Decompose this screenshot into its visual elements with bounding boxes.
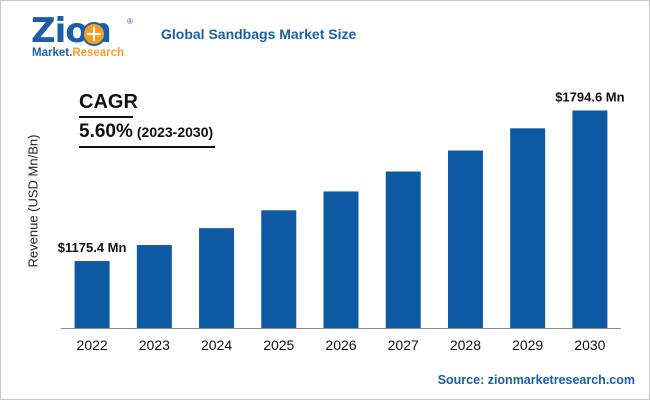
- bar-2029: [510, 128, 546, 328]
- source-note: Source: zionmarketresearch.com: [437, 373, 635, 387]
- bar-2022: [74, 261, 110, 328]
- bars-group: [74, 110, 608, 328]
- cagr-value-line: 5.60% (2023-2030): [79, 121, 213, 143]
- logo-subtitle: Market.Research: [32, 47, 124, 59]
- cagr-label: CAGR: [79, 91, 138, 113]
- x-tick-label-2023: 2023: [139, 337, 170, 353]
- globe-icon: [82, 22, 106, 46]
- x-tick-label-2022: 2022: [77, 337, 108, 353]
- bar-2023: [136, 245, 172, 328]
- cagr-underline: [79, 116, 133, 118]
- data-label-2030: $1794.6 Mn: [555, 89, 624, 104]
- cagr-divider: [79, 146, 215, 148]
- x-tick-labels: 2022 2023 2024 2025 2026 2027 2028 2029 2030: [77, 337, 606, 353]
- bar-2027: [385, 171, 421, 328]
- cagr-value: 5.60%: [79, 121, 133, 142]
- x-tick-label-2029: 2029: [512, 337, 543, 353]
- logo-subtitle-b: Research: [72, 47, 125, 59]
- bar-2025: [261, 210, 297, 328]
- x-tick-label-2028: 2028: [450, 337, 481, 353]
- x-tick-label-2027: 2027: [388, 337, 419, 353]
- x-tick-label-2024: 2024: [201, 337, 232, 353]
- zion-logo: Zion ® Market.Research: [31, 11, 141, 61]
- bar-2028: [447, 150, 483, 328]
- data-labels: $1175.4 Mn $1794.6 Mn: [58, 89, 625, 255]
- x-tick-label-2030: 2030: [574, 337, 605, 353]
- x-tick-label-2026: 2026: [325, 337, 356, 353]
- registered-mark: ®: [127, 17, 133, 26]
- data-label-2022: $1175.4 Mn: [58, 240, 127, 255]
- logo-subtitle-a: Market.: [32, 47, 73, 59]
- chart-title: Global Sandbags Market Size: [161, 26, 357, 42]
- x-tick-label-2025: 2025: [263, 337, 294, 353]
- bar-2026: [323, 191, 359, 328]
- bar-2024: [199, 228, 235, 328]
- cagr-period: (2023-2030): [136, 124, 214, 140]
- bar-2030: [572, 110, 608, 328]
